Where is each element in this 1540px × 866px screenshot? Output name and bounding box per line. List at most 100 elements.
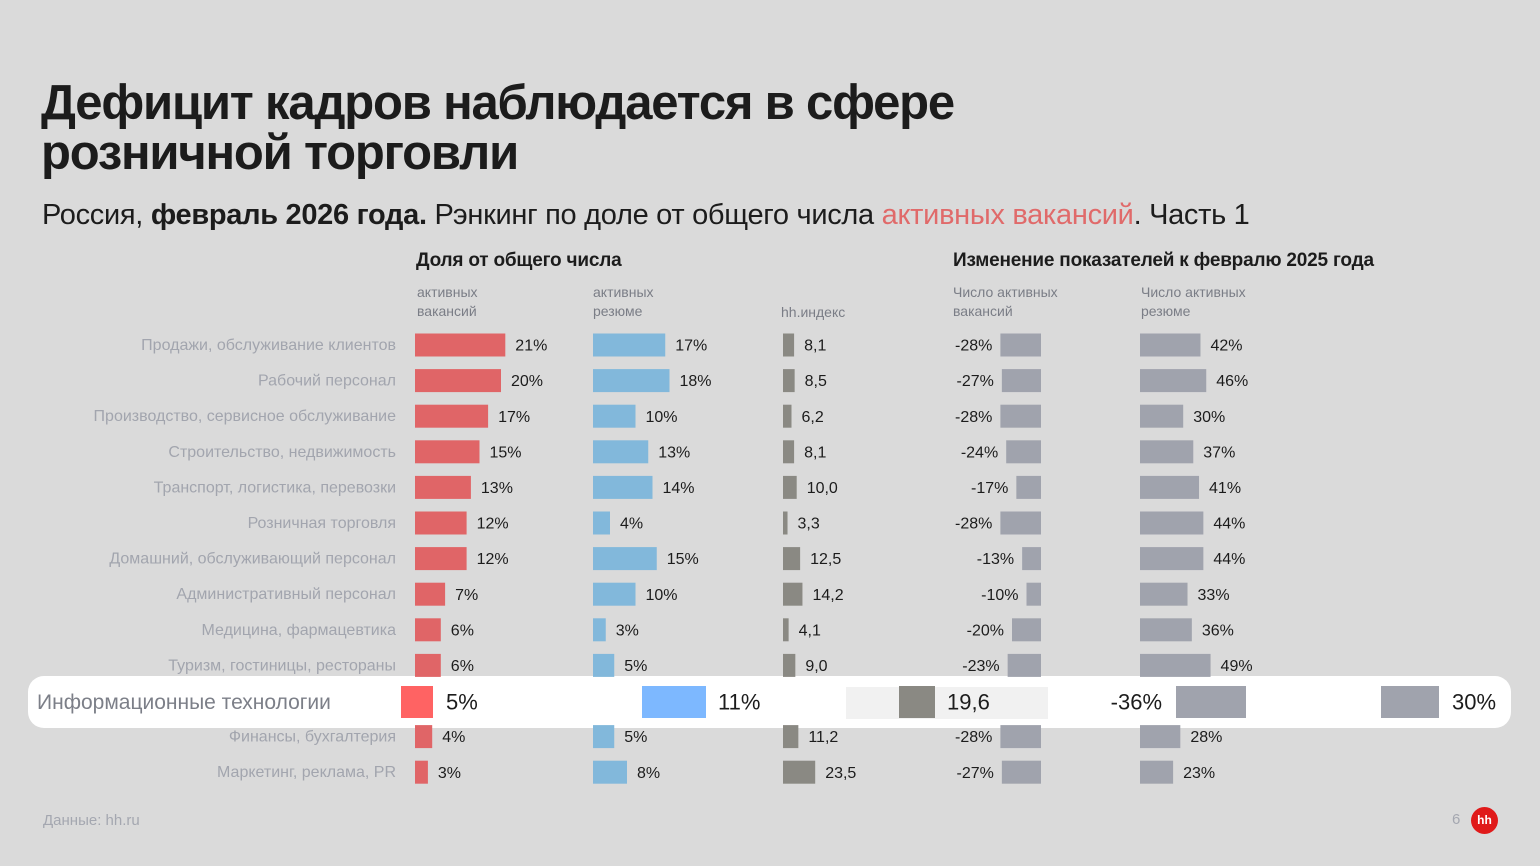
hh-index-bar	[783, 618, 789, 642]
vacancies-share-bar	[415, 440, 480, 464]
resumes-share-value-label: 14%	[663, 480, 695, 497]
resumes-change-value-label: 42%	[1210, 338, 1242, 355]
resumes-change-bar	[1140, 582, 1188, 606]
resumes-share-value-label: 8%	[637, 765, 660, 782]
vacancies-change-bar	[1006, 440, 1041, 464]
col-header-hh-index: hh.индекс	[781, 304, 846, 320]
vacancies-share-bar	[415, 333, 506, 357]
slide-subtitle: Россия, февраль 2026 года. Рэнкинг по до…	[42, 197, 1250, 233]
subtitle-ranking: Рэнкинг по доле от общего числа	[426, 199, 882, 231]
hh-index-value-label: 4,1	[799, 622, 821, 639]
resumes-share-value-label: 17%	[675, 338, 707, 355]
resumes-share-value-label: 15%	[667, 551, 699, 568]
resumes-share-value-label: 5%	[624, 658, 647, 675]
resumes-share-value-label: 11%	[718, 690, 760, 715]
slide-title: Дефицит кадров наблюдается в сфере розни…	[41, 76, 955, 180]
hh-index-value-label: 11,2	[808, 729, 838, 746]
highlight-hh-index-background	[846, 687, 1048, 719]
resumes-change-bar	[1140, 475, 1200, 499]
vacancies-share-bar	[415, 547, 467, 571]
subtitle-part: . Часть 1	[1133, 199, 1250, 231]
vacancies-change-bar	[1000, 725, 1041, 749]
vacancies-share-value-label: 13%	[481, 480, 513, 497]
vacancies-share-value-label: 7%	[455, 587, 478, 604]
resumes-change-bar	[1140, 760, 1174, 784]
hh-index-bar	[783, 653, 796, 677]
resumes-change-bar	[1140, 725, 1181, 749]
vacancies-change-value-label: -36%	[1111, 690, 1162, 715]
subtitle-region: Россия,	[42, 199, 151, 231]
vacancies-change-bar	[1012, 618, 1041, 642]
hh-index-value-label: 19,6	[947, 690, 990, 715]
vacancies-change-value-label: -28%	[955, 338, 992, 355]
vacancies-share-value-label: 3%	[438, 765, 461, 782]
resumes-change-bar	[1140, 547, 1204, 571]
vacancies-share-value-label: 21%	[515, 338, 547, 355]
category-label: Розничная торговля	[248, 515, 396, 532]
resumes-share-bar	[593, 725, 615, 749]
hh-index-value-label: 6,2	[801, 409, 823, 426]
highlight-row-background	[28, 676, 1511, 728]
resumes-share-value-label: 18%	[680, 373, 712, 390]
vacancies-share-value-label: 17%	[498, 409, 530, 426]
vacancies-change-value-label: -27%	[956, 765, 993, 782]
category-label: Транспорт, логистика, перевозки	[154, 479, 396, 496]
category-label: Маркетинг, реклама, PR	[217, 764, 396, 781]
resumes-share-bar	[593, 475, 653, 499]
vacancies-share-bar	[415, 511, 467, 535]
vacancies-change-value-label: -27%	[956, 373, 993, 390]
resumes-change-value-label: 37%	[1203, 444, 1235, 461]
hh-index-value-label: 23,5	[825, 765, 856, 782]
resumes-change-value-label: 36%	[1202, 622, 1234, 639]
hh-index-bar	[783, 547, 801, 571]
resumes-change-value-label: 41%	[1209, 480, 1241, 497]
hh-index-value-label: 12,5	[810, 551, 841, 568]
vacancies-change-bar	[1176, 686, 1246, 718]
resumes-change-value-label: 44%	[1213, 551, 1245, 568]
vacancies-change-bar	[1007, 653, 1041, 677]
vacancies-share-bar	[415, 760, 428, 784]
hh-index-value-label: 8,1	[804, 444, 826, 461]
page-number: 6	[1452, 811, 1461, 828]
vacancies-share-value-label: 4%	[442, 729, 465, 746]
vacancies-share-value-label: 5%	[446, 690, 478, 715]
vacancies-share-bar	[415, 369, 501, 393]
vacancies-change-value-label: -28%	[955, 729, 992, 746]
category-label: Продажи, обслуживание клиентов	[141, 337, 396, 354]
title-line-1: Дефицит кадров наблюдается в сфере	[41, 76, 955, 130]
col-header-resumes-change: Число активных резюме	[1141, 284, 1246, 319]
title-line-2: розничной торговли	[41, 126, 519, 180]
resumes-share-bar	[593, 618, 606, 642]
vacancies-change-value-label: -23%	[962, 658, 999, 675]
vacancies-change-bar	[1000, 333, 1041, 357]
resumes-share-value-label: 10%	[646, 409, 678, 426]
resumes-share-value-label: 3%	[616, 622, 639, 639]
resumes-share-value-label: 5%	[624, 729, 647, 746]
category-label: Туризм, гостиницы, рестораны	[168, 657, 396, 674]
resumes-share-bar	[593, 404, 636, 428]
hh-index-bar	[783, 440, 795, 464]
vacancies-change-value-label: -20%	[967, 622, 1004, 639]
resumes-change-bar	[1381, 686, 1439, 718]
resumes-share-bar	[593, 547, 657, 571]
hh-index-bar	[783, 404, 792, 428]
vacancies-change-bar	[1001, 369, 1041, 393]
resumes-change-value-label: 49%	[1221, 658, 1253, 675]
resumes-share-bar	[593, 333, 666, 357]
category-label: Административный персонал	[176, 586, 396, 603]
col-header-resumes-share: активных резюме	[593, 284, 654, 319]
resumes-change-value-label: 23%	[1183, 765, 1215, 782]
vacancies-change-value-label: -28%	[955, 409, 992, 426]
resumes-share-bar	[593, 369, 670, 393]
vacancies-share-value-label: 6%	[451, 622, 474, 639]
resumes-change-bar	[1140, 333, 1201, 357]
resumes-change-bar	[1140, 369, 1207, 393]
resumes-change-bar	[1140, 440, 1194, 464]
vacancies-change-bar	[1000, 511, 1041, 535]
share-group-header: Доля от общего числа	[416, 250, 622, 271]
vacancies-share-bar	[415, 653, 441, 677]
vacancies-share-bar	[415, 725, 433, 749]
resumes-change-value-label: 30%	[1193, 409, 1225, 426]
resumes-share-bar	[593, 653, 615, 677]
hh-index-value-label: 9,0	[805, 658, 827, 675]
